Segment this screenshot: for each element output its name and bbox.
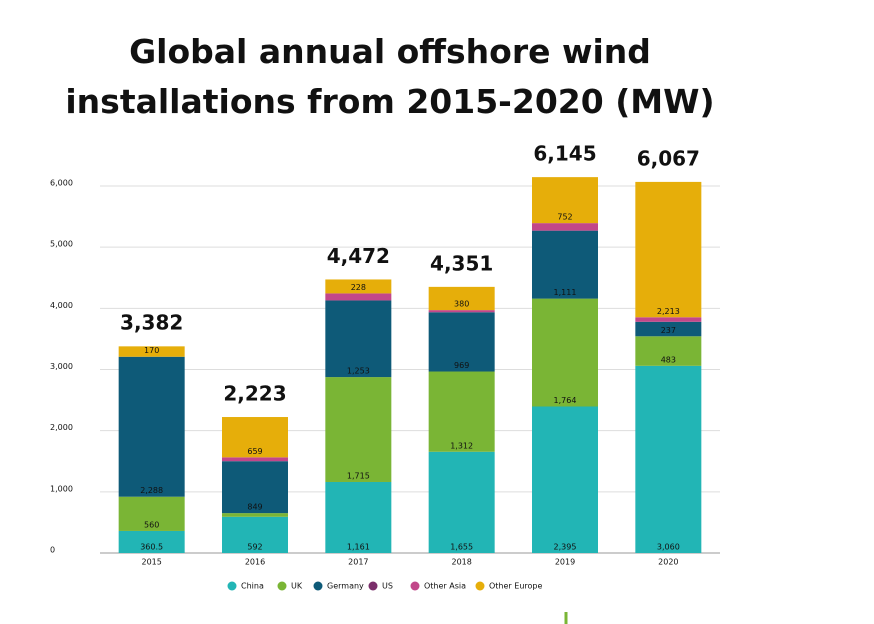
value-label: 360.5	[140, 543, 163, 552]
legend-swatch	[227, 581, 237, 591]
legend-label: China	[241, 582, 264, 591]
legend-swatch	[368, 581, 378, 591]
x-tick-label: 2018	[451, 558, 471, 567]
legend-swatch	[475, 581, 485, 591]
bar-segment	[325, 481, 392, 553]
legend-swatch	[410, 581, 420, 591]
y-tick-label: 4,000	[50, 301, 73, 310]
bar-segment	[532, 406, 598, 553]
bar-segment	[118, 530, 185, 553]
value-label: 2,288	[140, 486, 163, 495]
total-label: 4,351	[430, 251, 493, 275]
bar-segment	[222, 457, 288, 462]
x-tick-label: 2017	[348, 558, 368, 567]
bar-segment	[428, 310, 495, 313]
value-label: 560	[144, 520, 159, 529]
value-label: 659	[247, 447, 262, 456]
value-label: 170	[144, 346, 159, 355]
value-label: 849	[247, 503, 262, 512]
x-tick-label: 2016	[245, 558, 265, 567]
bar-segment	[635, 317, 702, 322]
bar-segment	[635, 365, 702, 553]
value-label: 752	[557, 213, 572, 222]
bar-segment	[532, 177, 598, 224]
y-tick-label: 1,000	[50, 484, 73, 493]
bar-segment	[222, 461, 288, 514]
value-label: 380	[454, 300, 469, 309]
bar-segment	[325, 377, 392, 482]
value-label: 2,213	[657, 307, 680, 316]
bar-segment	[222, 516, 288, 553]
legend-label: Other Europe	[489, 582, 542, 591]
value-label: 1,715	[347, 471, 370, 480]
bar-segment	[222, 417, 288, 458]
value-label: 1,655	[450, 543, 473, 552]
total-label: 6,145	[533, 142, 596, 166]
bar-segment	[635, 321, 702, 337]
bar-segment	[428, 371, 495, 452]
value-label: 1,764	[554, 396, 577, 405]
bar-segment	[635, 336, 702, 366]
value-label: 2,395	[554, 543, 577, 552]
total-label: 3,382	[120, 311, 183, 335]
y-tick-label: 3,000	[50, 362, 73, 371]
value-label: 1,312	[450, 441, 473, 450]
y-tick-label: 2,000	[50, 423, 73, 432]
value-label: 592	[247, 543, 262, 552]
value-label: 237	[661, 326, 676, 335]
y-tick-label: 5,000	[50, 240, 73, 249]
bar-segment	[118, 356, 185, 497]
bar-segment	[325, 279, 392, 294]
chart-title: Global annual offshore wind installations…	[65, 32, 714, 121]
total-label: 2,223	[223, 382, 286, 406]
bar-segment	[325, 293, 392, 301]
legend-label: Other Asia	[424, 582, 466, 591]
x-tick-label: 2020	[658, 558, 678, 567]
bar-segment	[635, 181, 702, 318]
y-tick-label: 0	[50, 546, 55, 555]
y-tick-label: 6,000	[50, 179, 73, 188]
bar-segment	[428, 286, 495, 311]
value-label: 483	[661, 355, 676, 364]
legend-label: UK	[291, 582, 303, 591]
bar-segment	[532, 223, 598, 231]
value-label: 1,161	[347, 543, 370, 552]
x-tick-label: 2015	[141, 558, 161, 567]
total-label: 4,472	[327, 244, 390, 268]
bar-segment	[428, 451, 495, 553]
value-label: 1,111	[554, 288, 577, 297]
legend-swatch	[313, 581, 323, 591]
legend-swatch	[277, 581, 287, 591]
value-label: 1,253	[347, 367, 370, 376]
value-label: 3,060	[657, 543, 680, 552]
x-tick-label: 2019	[555, 558, 575, 567]
legend-label: Germany	[327, 582, 364, 591]
bar-segment	[118, 346, 185, 357]
bar-segment	[428, 312, 495, 372]
bar-segment	[532, 230, 598, 299]
bar-segment	[222, 513, 288, 517]
value-label: 228	[351, 283, 366, 292]
bar-segment	[118, 496, 185, 531]
total-label: 6,067	[637, 146, 700, 170]
value-label: 969	[454, 361, 469, 370]
bar-segment	[325, 300, 392, 378]
bar-segment	[532, 298, 598, 407]
legend-label: US	[382, 582, 393, 591]
